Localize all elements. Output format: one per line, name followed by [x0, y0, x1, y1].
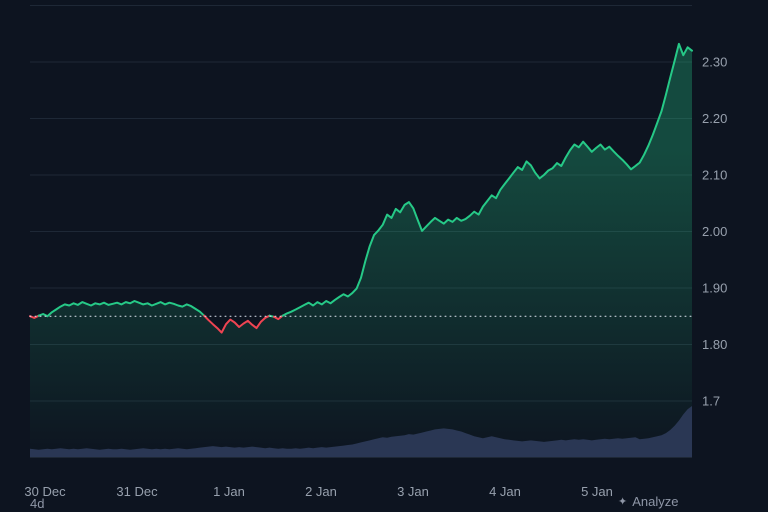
analyze-label: Analyze	[632, 494, 679, 509]
y-axis-label: 2.30	[702, 55, 727, 70]
price-line-segment	[203, 314, 271, 334]
analyze-icon: ✦	[618, 496, 628, 508]
volume-area	[30, 406, 692, 457]
range-label[interactable]: 4d	[30, 496, 45, 511]
price-line-segment	[272, 314, 284, 321]
y-axis-label: 1.7	[702, 394, 720, 409]
x-axis-label: 31 Dec	[116, 484, 158, 499]
price-line-segment	[29, 314, 40, 319]
analyze-button[interactable]: ✦ Analyze	[618, 495, 678, 509]
y-axis-label: 2.20	[702, 111, 727, 126]
x-axis-label: 1 Jan	[213, 484, 245, 499]
price-line-segment	[281, 42, 693, 317]
price-area-fill	[30, 43, 692, 458]
x-axis-label: 30 Dec	[24, 484, 66, 499]
y-axis-label: 1.80	[702, 337, 727, 352]
y-axis-label: 2.10	[702, 168, 727, 183]
x-axis-label: 2 Jan	[305, 484, 337, 499]
x-axis-label: 5 Jan	[581, 484, 613, 499]
price-line-segment	[37, 300, 206, 318]
x-axis-label: 3 Jan	[397, 484, 429, 499]
y-axis-label: 1.90	[702, 281, 727, 296]
y-axis-label: 2.00	[702, 224, 727, 239]
x-axis-label: 4 Jan	[489, 484, 521, 499]
